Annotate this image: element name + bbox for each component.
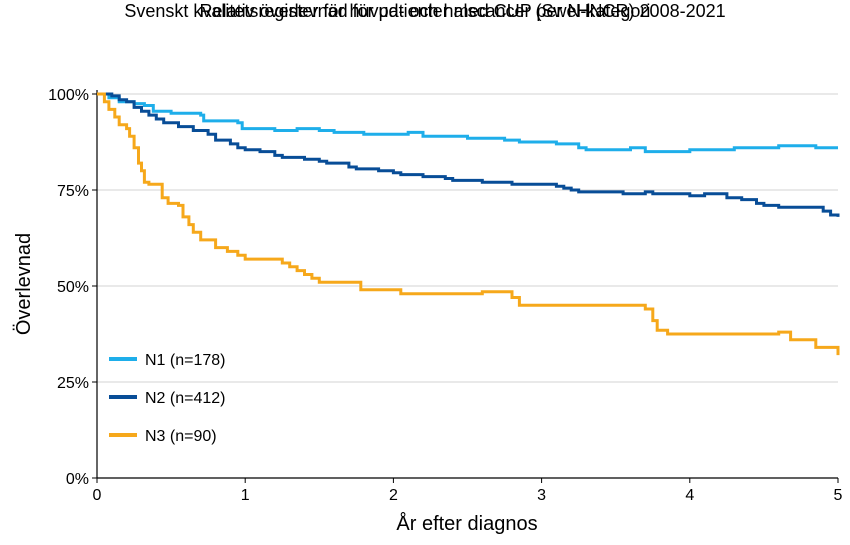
series-line-2: [97, 92, 840, 217]
x-tick-label-2: 2: [389, 487, 398, 504]
series-lines: [97, 92, 840, 356]
tick-labels: 0% 25% 50% 75% 100% 0 1 2 3 4 5: [48, 87, 842, 504]
gridlines: [97, 93, 838, 383]
chart-subtitle: Svenskt kvalitetsregister för huvud- och…: [124, 1, 726, 21]
x-tick-label-5: 5: [834, 487, 843, 504]
legend-label-2: N2 (n=412): [145, 390, 226, 407]
legend-label-3: N3 (n=90): [145, 428, 217, 445]
axes: [96, 90, 838, 479]
y-tick-label-1: 25%: [57, 375, 89, 392]
x-tick-label-1: 1: [241, 487, 250, 504]
x-tick-label-4: 4: [685, 487, 694, 504]
series-line-3: [97, 92, 840, 356]
chart-title: Relativ överlevnad för patienter med CUP…: [199, 1, 651, 21]
legend-label-1: N1 (n=178): [145, 352, 226, 369]
y-tick-label-2: 50%: [57, 279, 89, 296]
y-tick-label-3: 75%: [57, 183, 89, 200]
x-tick-label-3: 3: [537, 487, 546, 504]
y-tick-label-0: 0%: [66, 471, 89, 488]
series-line-1: [97, 92, 838, 154]
y-tick-label-4: 100%: [48, 87, 89, 104]
x-axis-label: År efter diagnos: [396, 512, 537, 535]
legend: N1 (n=178) N2 (n=412) N3 (n=90): [109, 352, 226, 445]
y-axis-label: Överlevnad: [13, 233, 35, 335]
x-tick-label-0: 0: [93, 487, 102, 504]
